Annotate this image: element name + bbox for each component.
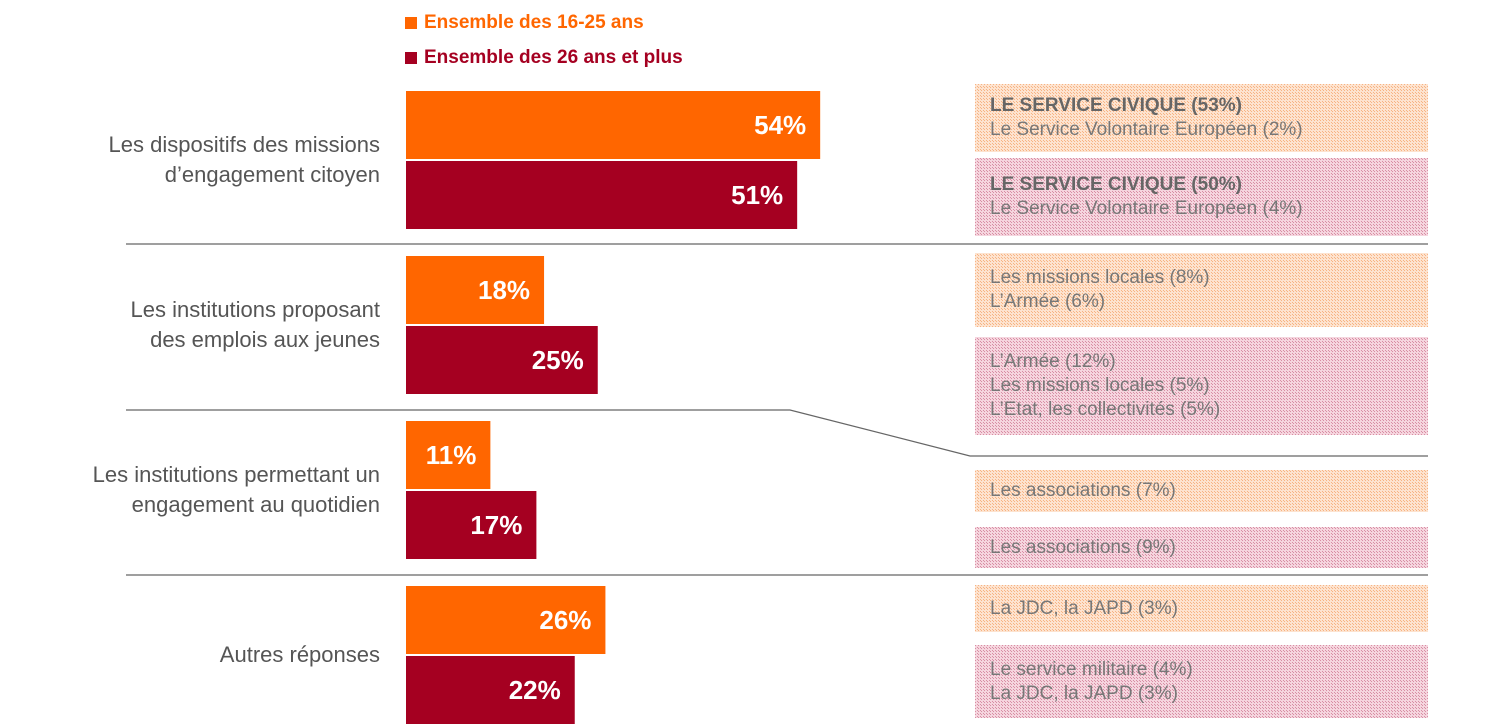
panel-line: La JDC, la JAPD (3%) (990, 597, 1178, 619)
bar (406, 161, 798, 229)
panel-box (975, 645, 1428, 718)
panel-line: L’Armée (12%) (990, 351, 1116, 372)
panel-line: LE SERVICE CIVIQUE (53%) (990, 95, 1242, 116)
panel-box (975, 84, 1428, 152)
panel-box (975, 470, 1428, 512)
bar (406, 326, 598, 394)
panel-line: La JDC, la JAPD (3%) (990, 682, 1178, 704)
panel-box (975, 585, 1428, 632)
panel-line: Le Service Volontaire Européen (4%) (990, 198, 1303, 219)
panel-line: L’Etat, les collectivités (5%) (990, 399, 1221, 420)
data-label: 26% (539, 605, 591, 635)
bar (406, 656, 575, 724)
legend-swatch (405, 52, 417, 64)
panel-box (975, 337, 1428, 435)
bar (406, 421, 491, 489)
panel-line: Les missions locales (5%) (990, 375, 1210, 396)
data-label: 54% (754, 110, 806, 140)
legend-label: Ensemble des 16-25 ans (424, 12, 644, 33)
legend-swatch (405, 17, 417, 29)
data-label: 11% (426, 440, 477, 470)
category-label: Les institutions permettant un engagemen… (92, 462, 380, 517)
bar (406, 91, 821, 159)
bar (406, 491, 537, 559)
bar (406, 586, 606, 654)
panel-line: Les associations (9%) (990, 536, 1176, 558)
separator (126, 409, 1428, 457)
panel-line: Les associations (7%) (990, 480, 1176, 501)
category-label: Les institutions proposant des emplois a… (130, 297, 381, 352)
data-label: 18% (478, 275, 530, 305)
panel-box (975, 158, 1428, 236)
panel-line: Les missions locales (8%) (990, 267, 1210, 288)
data-label: 22% (509, 675, 561, 705)
panel-line: Le Service Volontaire Européen (2%) (990, 119, 1303, 140)
data-label: 51% (731, 180, 783, 210)
category-label: Les dispositifs des missions d’engagemen… (108, 132, 380, 187)
data-label: 17% (470, 510, 522, 540)
panel-box (975, 253, 1428, 327)
panel-line: L’Armée (6%) (990, 291, 1106, 312)
category-label: Autres réponses (219, 642, 380, 667)
data-label: 25% (532, 345, 584, 375)
bar (406, 256, 545, 324)
panel-line: Le service militaire (4%) (990, 658, 1193, 680)
separators (126, 243, 1428, 576)
panel-box (975, 527, 1428, 568)
legend-label: Ensemble des 26 ans et plus (424, 47, 683, 68)
panel-line: LE SERVICE CIVIQUE (50%) (990, 174, 1242, 195)
